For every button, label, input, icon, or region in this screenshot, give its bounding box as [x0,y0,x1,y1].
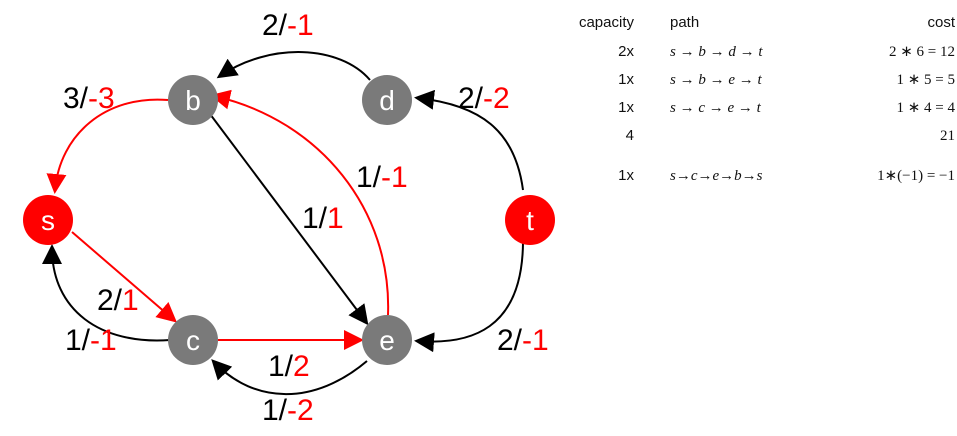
node-t: t [505,195,555,245]
edge-s-to-c [71,231,178,323]
node-t-circle [505,195,555,245]
edge-label-b-e: 1/1 [302,202,344,235]
total-capacity: 4 [625,127,634,144]
edge-label-c-e: 1/2 [268,350,310,383]
edge-e-to-c [211,359,368,396]
edge-label-e-c-right: -2 [287,394,314,427]
edge-label-e-b: 1/-1 [356,161,408,194]
row-3-cost: 1 ∗ 4 = 4 [896,100,955,116]
node-t-label: t [526,205,534,236]
node-d: d [362,75,412,125]
table-total-row: 4 21 [560,127,955,150]
edge-e-to-b [210,89,390,316]
node-s: s [23,195,73,245]
edge-label-t-e-right: -1 [522,324,549,357]
row-3-path: s → c → e → t [670,100,761,116]
edge-label-c-s: 1/-1 [65,324,117,357]
edge-label-e-c-left: 1/ [262,394,288,427]
edge-b-to-s [46,98,169,194]
edge-t-to-d [414,89,524,191]
edge-label-t-e-left: 2/ [497,324,523,357]
edge-label-e-c: 1/-2 [262,394,314,427]
node-b-circle [168,75,218,125]
edge-label-b-e-left: 1/ [302,202,328,235]
row-2-capacity: 1x [618,71,634,88]
row-2-cost: 1 ∗ 5 = 5 [896,72,955,88]
edge-label-b-s-right: -3 [88,82,115,115]
cycle-cost: 1∗(−1) = −1 [877,168,955,184]
node-s-circle [23,195,73,245]
node-c-circle [168,315,218,365]
row-1-path: s → b → d → t [670,44,763,60]
edge-label-b-s: 3/-3 [63,82,115,115]
row-3-capacity: 1x [618,99,634,116]
row-2-path: s → b → e → t [670,72,762,88]
node-e: e [362,315,412,365]
cycle-path: s→c→e→b→s [670,168,763,184]
edge-label-e-b-right: -1 [381,161,408,194]
table-row: 1x s → c → e → t 1 ∗ 4 = 4 [560,99,955,122]
node-c-label: c [186,325,200,356]
node-d-label: d [379,85,395,116]
edge-label-c-e-right: 2 [293,350,310,383]
node-s-label: s [41,205,55,236]
table-row: 1x s → b → e → t 1 ∗ 5 = 5 [560,71,955,94]
node-c: c [168,315,218,365]
edge-label-t-d-right: -2 [483,82,510,115]
row-1-cost: 2 ∗ 6 = 12 [888,44,955,60]
edge-label-d-b-left: 2/ [262,9,288,42]
header-cost: cost [927,14,955,31]
edge-label-d-b: 2/-1 [262,9,314,42]
header-capacity: capacity [578,14,634,31]
node-e-circle [362,315,412,365]
edge-label-t-d: 2/-2 [458,82,510,115]
edge-label-c-s-left: 1/ [65,324,91,357]
edge-label-t-e: 2/-1 [497,324,549,357]
total-cost: 21 [940,128,955,144]
edge-label-b-s-left: 3/ [63,82,89,115]
edge-d-to-b [216,51,371,81]
edge-label-s-c-left: 2/ [97,284,123,317]
node-b-label: b [185,85,201,116]
edge-label-d-b-right: -1 [287,9,314,42]
edge-c-to-s [42,244,171,342]
cycle-capacity: 1x [618,167,634,184]
edge-label-c-s-right: -1 [90,324,117,357]
table-row: 2x s → b → d → t 2 ∗ 6 = 12 [560,43,955,66]
edge-b-to-e [209,113,369,326]
node-d-circle [362,75,412,125]
edge-t-to-e [414,242,524,353]
edge-label-s-c-right: 1 [122,284,139,317]
edge-label-t-d-left: 2/ [458,82,484,115]
edge-label-s-c: 2/1 [97,284,139,317]
edge-label-c-e-left: 1/ [268,350,294,383]
table-header-row: capacity path cost [560,14,955,37]
node-b: b [168,75,218,125]
header-path: path [670,14,700,31]
row-1-capacity: 2x [618,43,634,60]
cycle-row: 1x s→c→e→b→s 1∗(−1) = −1 [560,167,955,190]
edge-label-b-e-right: 1 [327,202,344,235]
edge-label-e-b-left: 1/ [356,161,382,194]
node-e-label: e [379,325,395,356]
flow-network-diagram: s b d t c e 2/-1 2/-2 3/-3 1/-1 1/1 2/1 [23,9,555,427]
